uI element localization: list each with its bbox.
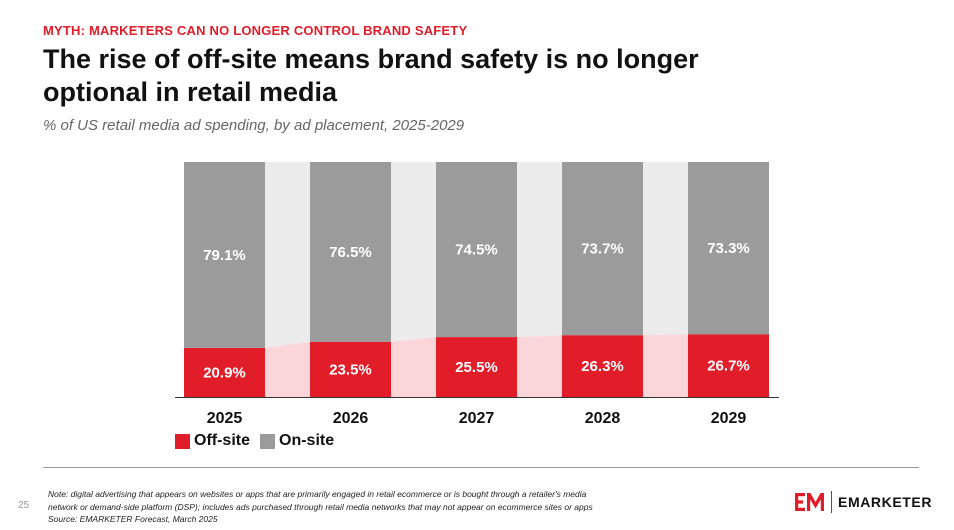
data-label-offsite-2027: 25.5% [455,359,498,376]
bar-offsite-2028 [562,335,643,397]
data-label-onsite-2025: 79.1% [203,247,246,264]
data-label-offsite-2026: 23.5% [329,361,372,378]
bar-offsite-2025 [184,347,265,397]
chart-legend: Off-site On-site [175,432,344,450]
bar-onsite-2025 [184,162,265,348]
x-tick-label-2029: 2029 [711,410,747,427]
onsite-connector [265,162,310,348]
x-tick-label-2026: 2026 [333,410,369,427]
bar-onsite-2026 [310,162,391,342]
legend-item-onsite: On-site [260,432,334,450]
data-label-onsite-2026: 76.5% [329,244,372,261]
data-label-onsite-2028: 73.7% [581,241,624,258]
bar-onsite-2028 [562,162,643,336]
page-number: 25 [18,500,30,511]
brand: EMARKETER [795,490,932,514]
page-title: The rise of off-site means brand safety … [43,43,743,109]
offsite-connector [265,341,310,397]
onsite-connector [517,162,562,338]
legend-swatch-onsite [260,433,275,449]
data-label-offsite-2025: 20.9% [203,364,246,381]
bar-onsite-2027 [436,162,517,338]
x-tick-label-2025: 2025 [207,410,243,427]
legend-swatch-offsite [175,433,190,449]
page-title-line-2: optional in retail media [43,77,338,107]
emarketer-logo-icon [795,493,824,511]
footer-divider [43,467,919,468]
offsite-connector [517,335,562,397]
legend-label-offsite: Off-site [194,432,250,449]
legend-item-offsite: Off-site [175,432,250,450]
footnote: Note: digital advertising that appears o… [48,488,688,526]
bar-offsite-2029 [688,334,769,397]
footnote-line-2: network or demand-side platform (DSP); i… [48,501,593,512]
footnote-line-1: Note: digital advertising that appears o… [48,489,587,499]
bar-offsite-2026 [310,341,391,397]
bar-offsite-2027 [436,337,517,397]
kicker: MYTH: MARKETERS CAN NO LONGER CONTROL BR… [43,23,468,38]
onsite-connector [643,162,688,336]
x-tick-label-2027: 2027 [459,410,495,427]
page-title-line-1: The rise of off-site means brand safety … [43,44,699,74]
bar-onsite-2029 [688,162,769,335]
brand-name: EMARKETER [838,494,933,510]
data-label-offsite-2029: 26.7% [707,358,750,375]
data-label-offsite-2028: 26.3% [581,358,624,375]
onsite-connector [391,162,436,342]
data-label-onsite-2029: 73.3% [707,240,750,257]
x-tick-label-2028: 2028 [585,410,621,427]
source-line: Source: EMARKETER Forecast, March 2025 [48,514,218,524]
offsite-connector [391,337,436,397]
brand-separator [831,491,832,513]
chart-subtitle: % of US retail media ad spending, by ad … [43,117,465,134]
legend-label-onsite: On-site [279,432,335,449]
offsite-connector [643,334,688,397]
data-label-onsite-2027: 74.5% [455,242,498,259]
